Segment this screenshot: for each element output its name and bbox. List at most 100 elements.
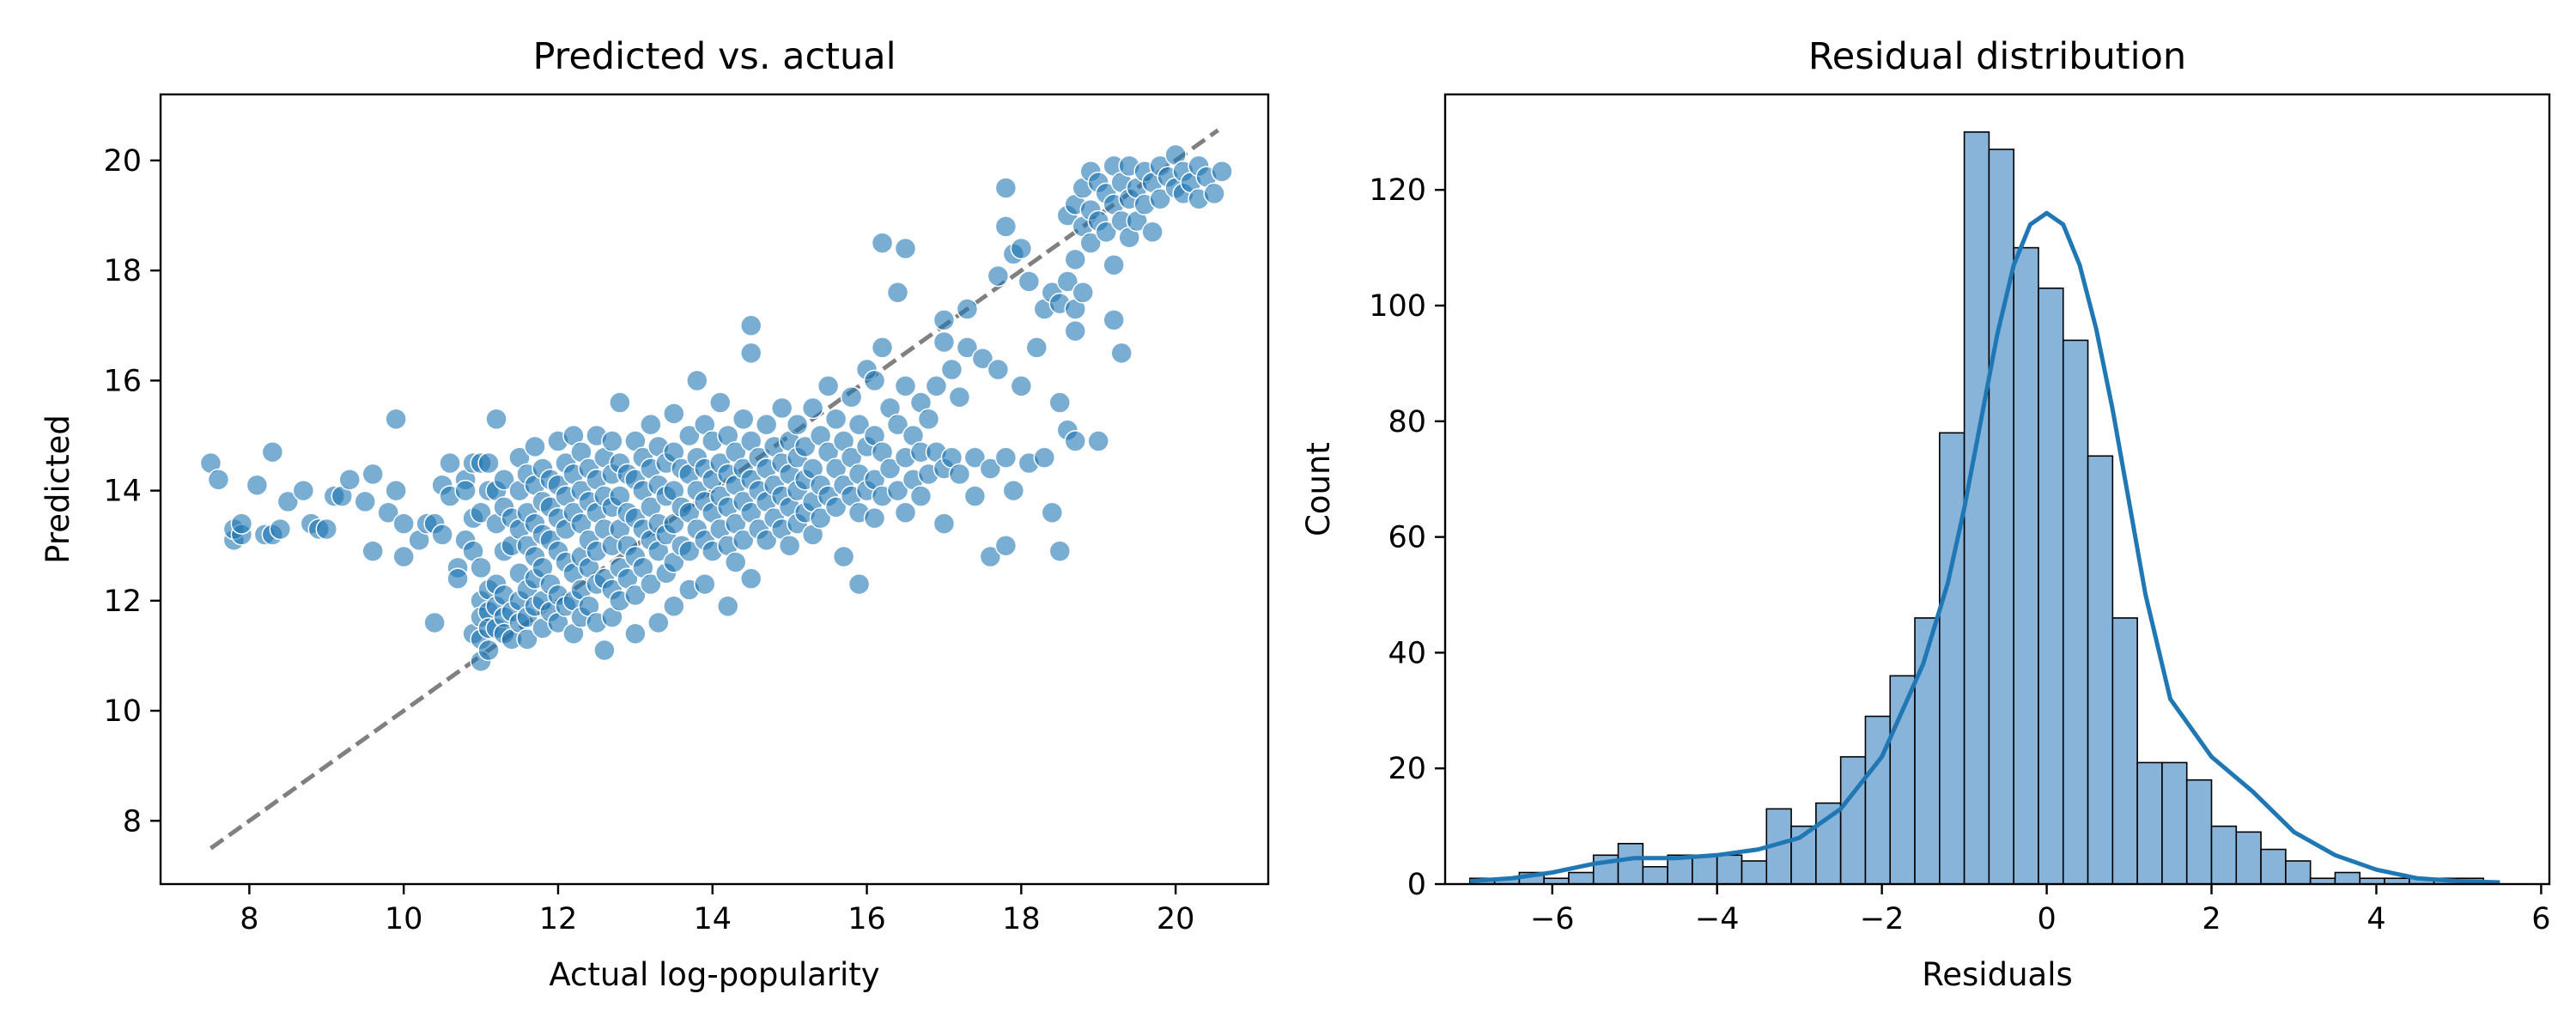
histogram-x-axis-label: Residuals [1922,956,2073,993]
scatter-point [454,479,477,502]
scatter-point [1033,446,1056,469]
scatter-point [963,446,987,469]
y-tick-label: 20 [1388,752,1426,786]
scatter-point [971,347,994,370]
histogram-y-ticks: 0 20 40 60 80 100 120 [1369,173,1445,902]
x-tick-label: 6 [2531,902,2550,936]
scatter-title: Predicted vs. actual [532,35,896,78]
scatter-point [1025,336,1048,359]
histogram-bar [1963,131,1990,885]
x-tick-label: 2 [2202,902,2221,936]
scatter-point [1103,253,1125,276]
histogram-bar [2285,860,2312,885]
scatter-point [377,501,399,524]
scatter-point [1211,161,1233,183]
scatter-point [477,639,500,662]
histogram-y-axis-label: Count [1300,442,1337,536]
scatter-y-ticks: 8 10 12 14 16 18 20 [103,144,161,839]
scatter-point [840,385,863,409]
scatter-point [601,430,623,452]
scatter-point [392,512,415,535]
scatter-point [886,413,909,436]
scatter-point [647,611,670,634]
scatter-point [439,451,461,475]
scatter-point [925,375,948,397]
x-tick-label: 4 [2366,902,2385,936]
scatter-point [987,264,1010,288]
scatter-point [933,512,956,535]
scatter-point [1048,391,1072,414]
histogram-bar [2136,761,2163,885]
scatter-point [948,463,971,486]
histogram-plot-frame [1443,93,2551,886]
scatter-point [894,237,917,260]
y-tick-label: 16 [103,364,142,398]
y-tick-label: 100 [1369,289,1426,324]
histogram-bar [2087,455,2114,885]
histogram-bar [1914,617,1941,885]
y-tick-label: 120 [1369,173,1426,208]
reference-line-group [209,128,1220,851]
histogram-bar [2111,617,2138,885]
histogram-bar [2185,779,2213,885]
histogram-bar [1692,854,1718,885]
scatter-point [863,506,886,530]
scatter-point [207,469,230,491]
histogram-bar [1642,865,1668,885]
scatter-point [1010,237,1033,260]
scatter-point [917,408,940,431]
scatter-point [524,435,546,458]
y-tick-label: 10 [103,694,142,729]
scatter-point [793,435,817,458]
reference-line [209,128,1220,851]
kde-curve-group [1469,210,2500,885]
y-tick-label: 18 [103,254,142,288]
scatter-point [485,408,507,431]
scatter-y-axis-label: Predicted [39,415,76,564]
scatter-point [385,408,407,431]
y-tick-label: 20 [103,144,142,179]
scatter-point [886,282,909,304]
scatter-point [477,451,500,475]
scatter-point [778,534,801,557]
histogram-panel: Residual distribution −6 −4 −2 0 2 4 6 0 20 40 60… [1300,35,2551,993]
scatter-point [724,551,747,573]
histogram-bar [2334,871,2361,885]
scatter-point [292,479,315,502]
scatter-point [338,469,361,491]
scatter-point [755,413,778,436]
histogram-bar [2038,287,2064,885]
scatter-point [824,408,848,431]
histogram-x-ticks: −6 −4 −2 0 2 4 6 [1530,884,2551,936]
scatter-point [832,545,855,568]
histogram-bar [2161,761,2188,885]
scatter-point [609,391,631,414]
scatter-point [786,413,809,436]
scatter-point [894,375,917,397]
scatter-point [979,457,1002,480]
scatter-point [276,490,300,513]
y-tick-label: 8 [123,804,142,839]
x-tick-label: 12 [539,902,578,936]
x-tick-label: −6 [1530,902,1575,936]
scatter-point [732,529,755,552]
scatter-point [909,485,933,507]
histogram-bar [1939,432,1965,885]
scatter-point [1110,342,1133,365]
histogram-bar [2210,825,2238,885]
scatter-point [1064,248,1087,271]
scatter-point [809,506,832,530]
scatter-point [470,556,492,579]
scatter-point [1064,319,1087,342]
scatter-point [824,496,848,518]
scatter-point [739,314,762,337]
scatter-point [994,215,1018,238]
scatter-point [1072,282,1095,304]
scatter-point [732,408,755,431]
scatter-point [1087,430,1109,452]
scatter-point [708,391,732,414]
histogram-bar [1741,860,1768,885]
scatter-point [716,595,739,617]
scatter-panel: Predicted vs. actual 8 10 12 14 16 18 20 8 10 12… [39,35,1270,993]
